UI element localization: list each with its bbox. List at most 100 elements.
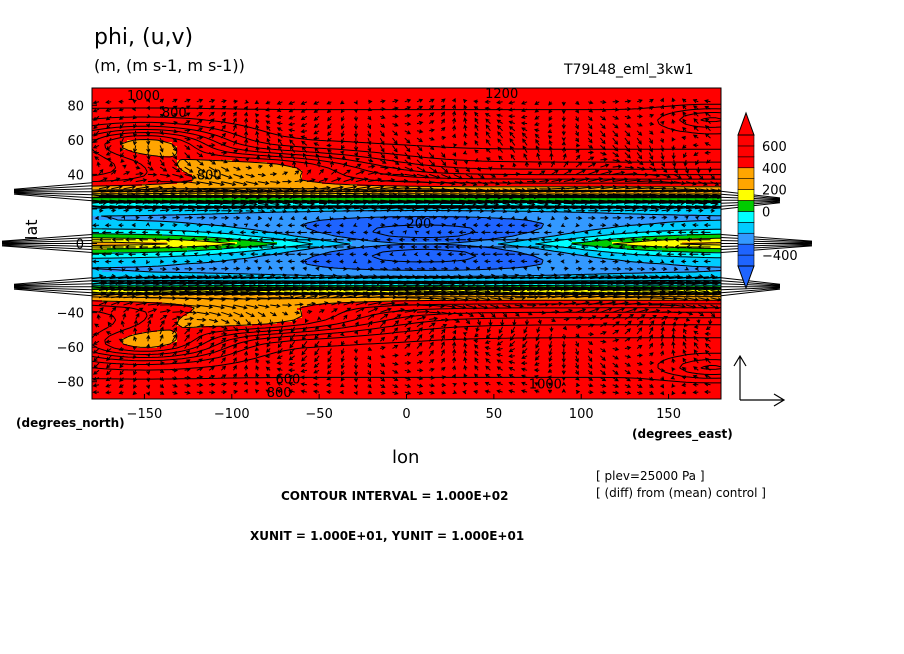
- field-cell: [197, 356, 203, 359]
- field-cell: [162, 124, 168, 127]
- field-cell: [182, 134, 188, 137]
- field-cell: [172, 364, 178, 367]
- field-cell: [127, 262, 133, 265]
- field-cell: [137, 130, 143, 133]
- field-cell: [107, 326, 113, 329]
- field-cell: [162, 186, 168, 189]
- field-cell: [172, 104, 178, 107]
- field-cell: [122, 374, 128, 377]
- field-cell: [162, 338, 168, 341]
- field-cell: [202, 174, 208, 177]
- field-cell: [162, 272, 168, 275]
- field-cell: [197, 96, 203, 99]
- field-cell: [92, 254, 98, 257]
- field-cell: [202, 264, 208, 267]
- field-cell: [192, 142, 198, 145]
- field-cell: [192, 96, 198, 99]
- field-cell: [137, 372, 143, 375]
- field-cell: [207, 336, 213, 339]
- field-cell: [97, 382, 103, 385]
- field-cell: [177, 102, 183, 105]
- field-cell: [177, 374, 183, 377]
- field-cell: [147, 334, 153, 337]
- field-cell: [137, 236, 143, 239]
- field-cell: [162, 392, 168, 395]
- field-cell: [157, 150, 163, 153]
- field-cell: [112, 366, 118, 369]
- field-cell: [107, 142, 113, 145]
- field-cell: [142, 338, 148, 341]
- field-cell: [142, 264, 148, 267]
- field-cell: [177, 380, 183, 383]
- field-cell: [147, 114, 153, 117]
- field-cell: [147, 204, 153, 207]
- field-cell: [112, 90, 118, 93]
- field-cell: [107, 314, 113, 317]
- field-cell: [222, 128, 228, 131]
- field-cell: [197, 88, 203, 91]
- field-cell: [222, 90, 228, 93]
- field-cell: [132, 182, 138, 185]
- field-cell: [122, 168, 128, 171]
- field-cell: [142, 198, 148, 201]
- field-cell: [147, 184, 153, 187]
- field-cell: [172, 218, 178, 221]
- field-cell: [217, 166, 223, 169]
- field-cell: [217, 242, 223, 245]
- field-cell: [207, 370, 213, 373]
- field-cell: [177, 144, 183, 147]
- field-cell: [212, 278, 218, 281]
- field-cell: [202, 256, 208, 259]
- field-cell: [207, 156, 213, 159]
- field-cell: [147, 150, 153, 153]
- field-cell: [107, 92, 113, 95]
- field-cell: [127, 142, 133, 145]
- field-cell: [197, 370, 203, 373]
- field-cell: [182, 358, 188, 361]
- field-cell: [202, 88, 208, 91]
- field-cell: [202, 364, 208, 367]
- field-cell: [197, 244, 203, 247]
- field-cell: [97, 186, 103, 189]
- field-cell: [117, 96, 123, 99]
- field-cell: [102, 112, 108, 115]
- field-cell: [127, 170, 133, 173]
- field-cell: [122, 316, 128, 319]
- field-cell: [102, 256, 108, 259]
- field-cell: [157, 262, 163, 265]
- field-cell: [177, 256, 183, 259]
- field-cell: [147, 372, 153, 375]
- field-cell: [217, 294, 223, 297]
- field-cell: [122, 390, 128, 393]
- field-cell: [97, 394, 103, 397]
- field-cell: [132, 96, 138, 99]
- field-cell: [187, 226, 193, 229]
- field-cell: [137, 108, 143, 111]
- field-cell: [157, 98, 163, 101]
- field-cell: [107, 386, 113, 389]
- field-cell: [152, 158, 158, 161]
- field-cell: [92, 274, 98, 277]
- field-cell: [127, 198, 133, 201]
- field-cell: [207, 344, 213, 347]
- field-cell: [167, 168, 173, 171]
- field-cell: [187, 154, 193, 157]
- field-cell: [172, 88, 178, 91]
- field-cell: [147, 152, 153, 155]
- field-cell: [152, 368, 158, 371]
- field-cell: [172, 330, 178, 333]
- field-cell: [182, 320, 188, 323]
- field-cell: [162, 298, 168, 301]
- field-cell: [122, 170, 128, 173]
- field-cell: [212, 296, 218, 299]
- field-cell: [147, 386, 153, 389]
- field-cell: [152, 168, 158, 171]
- field-cell: [162, 228, 168, 231]
- field-cell: [127, 376, 133, 379]
- field-cell: [202, 160, 208, 163]
- field-cell: [152, 266, 158, 269]
- field-cell: [182, 266, 188, 269]
- field-cell: [97, 392, 103, 395]
- field-cell: [167, 158, 173, 161]
- field-cell: [162, 104, 168, 107]
